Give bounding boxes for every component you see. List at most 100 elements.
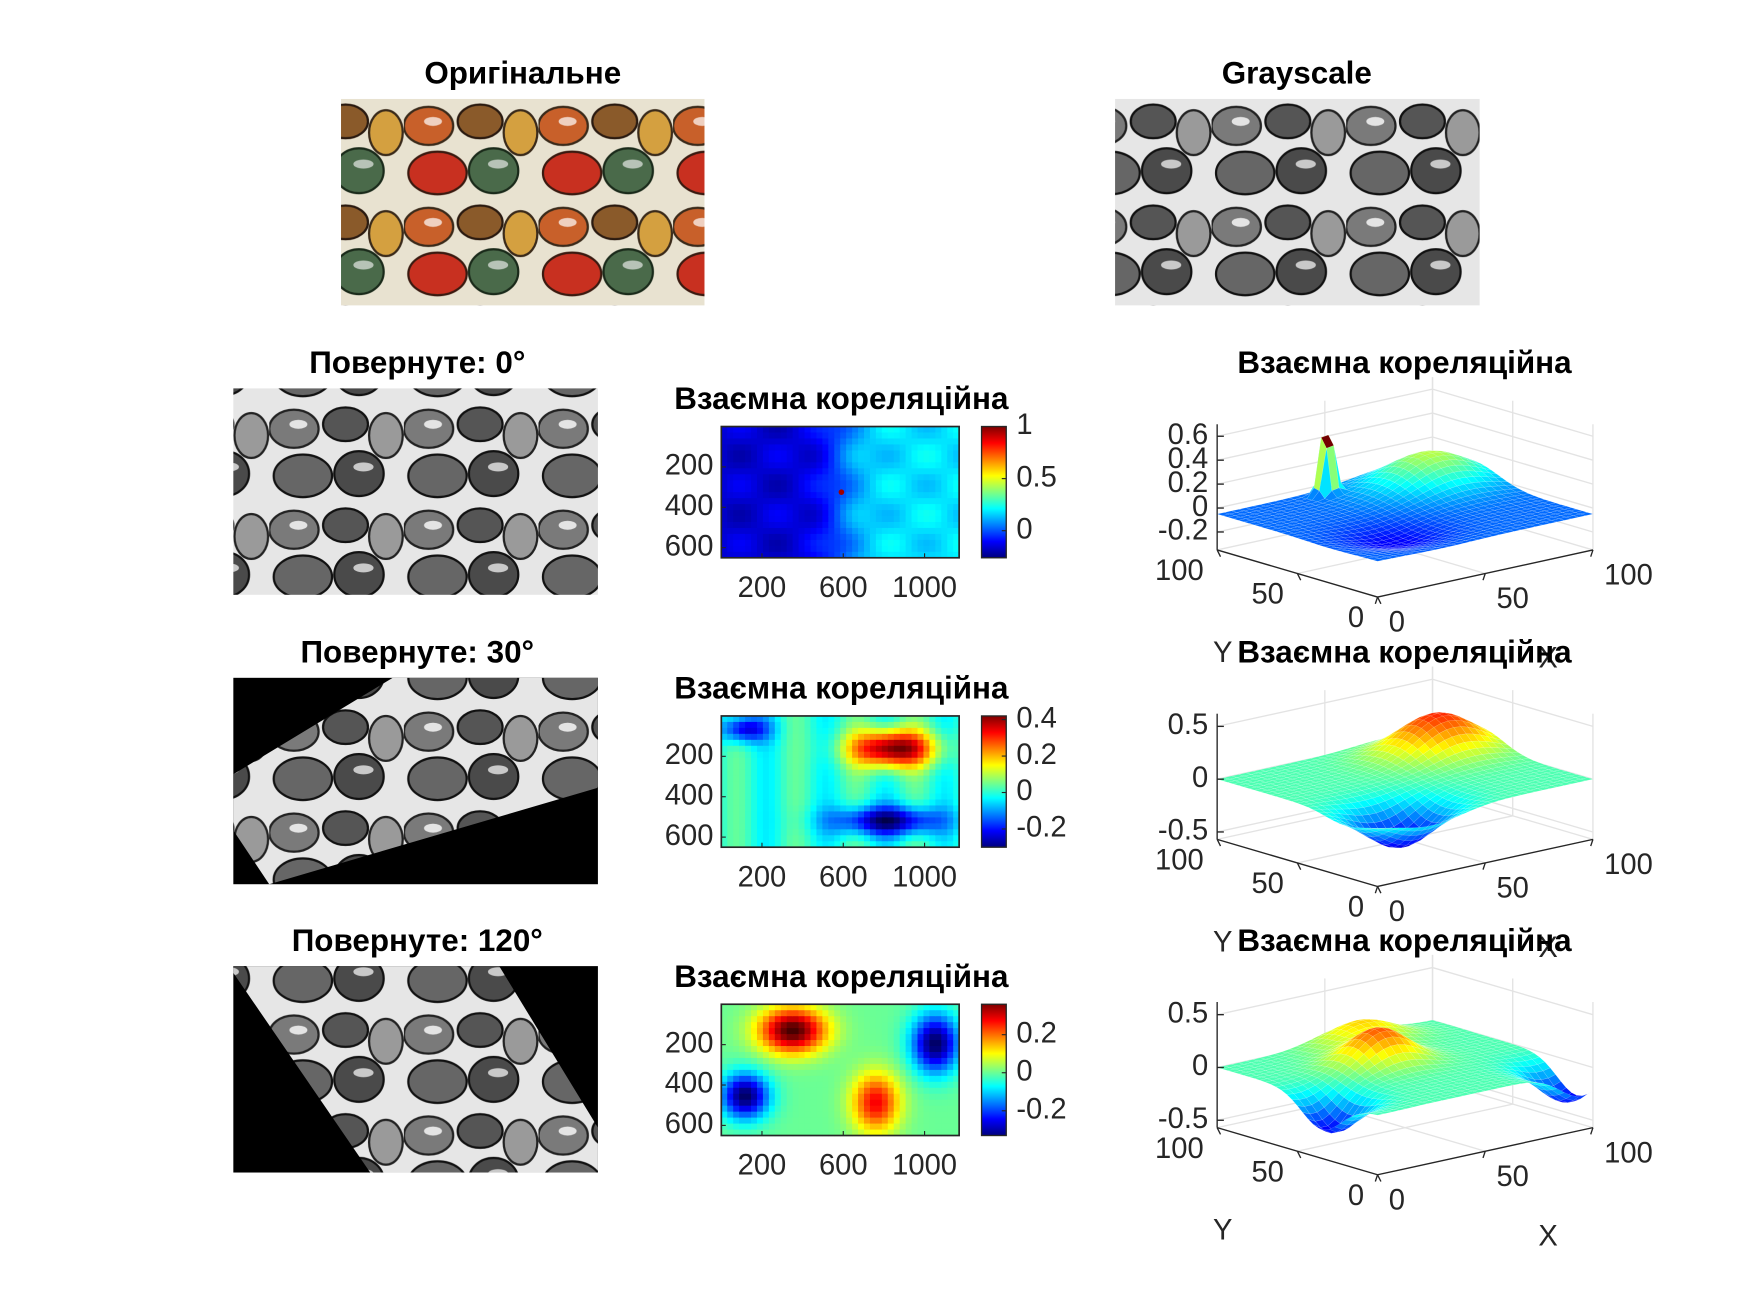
heatmap-cell	[923, 432, 931, 440]
heatmap-cell	[822, 1028, 830, 1035]
heatmap-cell	[905, 769, 913, 777]
surface-patch	[1371, 466, 1385, 473]
heatmap-cell	[822, 1057, 830, 1065]
heatmap-cell	[935, 823, 942, 830]
heatmap-cell	[780, 432, 788, 440]
heatmap-cell	[721, 527, 728, 535]
heatmap-cell	[774, 1069, 782, 1077]
heatmap-cell	[768, 739, 776, 747]
heatmap-cell	[762, 751, 770, 759]
heatmap-cell	[733, 1075, 740, 1083]
surface-patch	[1331, 760, 1346, 766]
heatmap-cell	[858, 1046, 865, 1053]
heatmap-cell	[727, 527, 734, 535]
heatmap-cell	[733, 468, 740, 475]
heatmap-cell	[810, 1111, 818, 1119]
heatmap-cell	[899, 799, 907, 807]
heatmap-cell	[923, 823, 931, 830]
heatmap-cell	[846, 781, 853, 789]
heatmap-cell	[810, 438, 818, 446]
heatmap-cell	[798, 533, 806, 541]
heatmap-cell	[917, 498, 925, 505]
heatmap-cell	[881, 739, 889, 747]
heatmap-cell	[899, 817, 907, 825]
heatmap-cell	[899, 1099, 907, 1107]
heatmap-cell	[727, 468, 734, 475]
heatmap-cell	[887, 438, 895, 446]
heatmap-cell	[923, 769, 931, 777]
heatmap-cell	[768, 835, 776, 842]
heatmap-cell	[780, 450, 788, 458]
heatmap-cell	[774, 763, 782, 771]
heatmap-cell	[929, 835, 937, 842]
heatmap-cell	[816, 757, 824, 765]
heatmap-cell	[762, 733, 770, 741]
heatmap-cell	[774, 486, 782, 493]
heatmap-cell	[828, 480, 835, 487]
heatmap-cell	[739, 1046, 746, 1053]
heatmap-cell	[899, 1034, 907, 1041]
heatmap-cell	[941, 504, 948, 511]
heatmap-cell	[804, 1099, 812, 1107]
heatmap-cell	[780, 817, 788, 825]
heatmap-cell	[917, 1040, 925, 1047]
heatmap-cell	[727, 1057, 734, 1065]
heatmap-cell	[774, 474, 782, 481]
surface-patch	[1309, 513, 1324, 518]
heatmap-cell	[846, 1046, 853, 1053]
heatmap-cell	[810, 1016, 818, 1023]
heatmap-cell	[774, 1028, 782, 1035]
heatmap-cell	[923, 1046, 931, 1053]
heatmap-cell	[935, 1022, 942, 1029]
heatmap-cell	[828, 811, 835, 819]
heatmap-cell	[899, 456, 907, 464]
heatmap-cell	[858, 1123, 865, 1131]
heatmap-cell	[858, 1022, 865, 1029]
heatmap-cell	[947, 757, 954, 765]
image	[1115, 98, 1480, 306]
heatmap-cell	[822, 1040, 830, 1047]
heatmap-cell	[911, 1105, 919, 1113]
heatmap-cell	[875, 1111, 883, 1119]
heatmap-cell	[875, 811, 883, 819]
heatmap-cell	[768, 510, 776, 517]
heatmap-cell	[911, 1016, 919, 1023]
heatmap-cell	[798, 1010, 806, 1017]
heatmap-cell	[917, 817, 925, 825]
heatmap-cell	[816, 1093, 824, 1101]
heatmap-cell	[733, 1057, 740, 1065]
heatmap-cell	[828, 539, 835, 547]
heatmap-cell	[923, 516, 931, 523]
heatmap-cell	[786, 763, 794, 771]
heatmap-cell	[893, 799, 901, 807]
heatmap-cell	[893, 1093, 901, 1101]
heatmap-cell	[929, 1016, 937, 1023]
heatmap-cell	[733, 516, 740, 523]
heatmap-cell	[881, 1069, 889, 1077]
heatmap-cell	[911, 1022, 919, 1029]
heatmap-cell	[792, 1099, 800, 1107]
heatmap-cell	[875, 1093, 883, 1101]
heatmap-cell	[864, 1034, 871, 1041]
surface-patch	[1352, 544, 1366, 548]
heatmap-cell	[745, 450, 752, 458]
heatmap-cell	[923, 1081, 931, 1089]
heatmap-cell	[721, 1022, 728, 1029]
heatmap-cell	[875, 721, 883, 729]
heatmap-cell	[751, 1034, 758, 1041]
heatmap-cell	[887, 468, 895, 475]
heatmap-cell	[875, 1051, 883, 1059]
heatmap-cell	[756, 775, 764, 783]
heatmap-cell	[881, 817, 889, 825]
heatmap-cell	[786, 823, 794, 830]
heatmap-cell	[923, 793, 931, 801]
heatmap-cell	[947, 510, 954, 517]
heatmap-cell	[935, 1075, 942, 1083]
heatmap-cell	[804, 539, 812, 547]
heatmap-cell	[911, 769, 919, 777]
heatmap-cell	[739, 721, 746, 729]
heatmap-cell	[816, 793, 824, 801]
heatmap-cell	[869, 1028, 877, 1035]
heatmap-cell	[905, 787, 913, 795]
heatmap-cell	[869, 545, 877, 553]
